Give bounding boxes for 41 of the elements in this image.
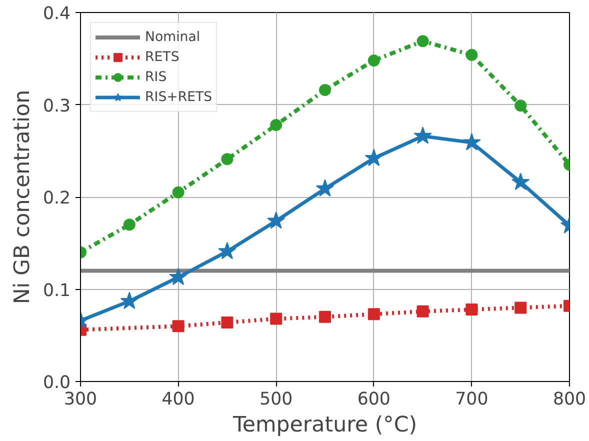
- x-tick-label: 600: [357, 390, 390, 410]
- point: [319, 310, 331, 323]
- point: [218, 242, 236, 260]
- point: [172, 186, 184, 198]
- legend-label: Nominal: [145, 30, 200, 44]
- point: [414, 126, 432, 144]
- y-axis-title: Ni GB concentration: [10, 90, 35, 304]
- point: [466, 48, 478, 61]
- y-tick-label: 0.4: [42, 4, 71, 24]
- point: [267, 211, 286, 229]
- point: [270, 119, 282, 132]
- point: [466, 304, 478, 316]
- point: [514, 100, 527, 112]
- y-tick-label: 0.3: [42, 96, 71, 116]
- y-tick-label: 0.1: [42, 280, 71, 301]
- point: [270, 312, 282, 325]
- x-tick-label: 400: [162, 390, 195, 410]
- x-tick-label: 800: [552, 390, 586, 410]
- y-tick-label: 0.2: [42, 188, 71, 208]
- point: [368, 308, 380, 320]
- point: [316, 179, 334, 196]
- legend-label: RIS+RETS: [145, 90, 212, 104]
- point: [123, 218, 136, 231]
- point: [416, 35, 429, 48]
- point: [364, 148, 383, 166]
- point: [169, 268, 188, 286]
- x-tick-label: 700: [455, 390, 488, 410]
- legend-label: RETS: [145, 50, 180, 64]
- point: [462, 133, 481, 150]
- point: [512, 172, 530, 190]
- point: [120, 292, 138, 310]
- point: [221, 153, 234, 166]
- point: [514, 302, 527, 314]
- point: [319, 84, 331, 96]
- point: [368, 54, 380, 66]
- x-tick-label: 500: [260, 390, 293, 410]
- legend-label: RIS: [145, 70, 167, 84]
- point: [221, 316, 234, 328]
- x-axis-title: Temperature (°C): [232, 412, 418, 438]
- point: [172, 320, 184, 332]
- point: [416, 305, 429, 318]
